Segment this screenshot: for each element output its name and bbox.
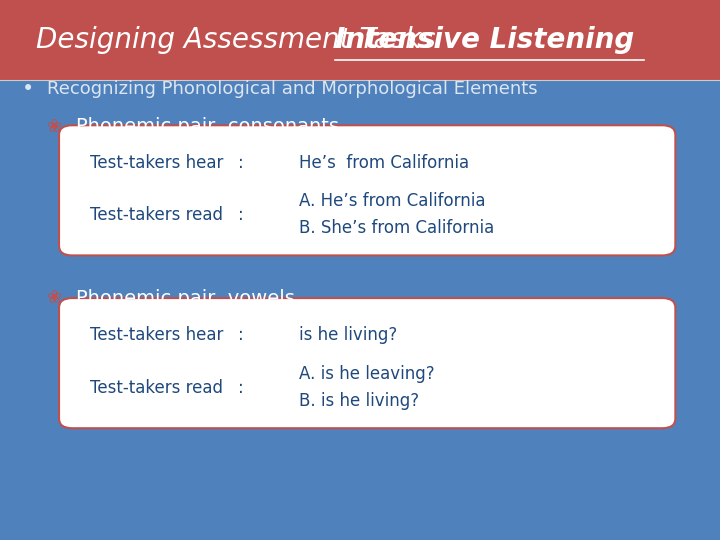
Text: :: : (238, 327, 243, 345)
Text: Phonemic pair, vowels: Phonemic pair, vowels (76, 288, 294, 308)
Text: ❀: ❀ (47, 118, 62, 136)
Text: :: : (238, 379, 243, 396)
Text: •: • (22, 79, 34, 99)
Text: Test-takers hear: Test-takers hear (90, 154, 223, 172)
FancyBboxPatch shape (59, 125, 675, 255)
Text: :: : (238, 206, 243, 224)
Text: :: : (238, 154, 243, 172)
Text: A. is he leaving?: A. is he leaving? (299, 365, 434, 383)
Text: B. is he living?: B. is he living? (299, 392, 419, 410)
Text: Recognizing Phonological and Morphological Elements: Recognizing Phonological and Morphologic… (47, 80, 537, 98)
Text: Test-takers hear: Test-takers hear (90, 327, 223, 345)
Text: Designing Assessment Tasks: Designing Assessment Tasks (36, 26, 454, 54)
Text: Phonemic pair, consonants: Phonemic pair, consonants (76, 117, 338, 137)
Text: B. She’s from California: B. She’s from California (299, 219, 494, 237)
FancyBboxPatch shape (59, 298, 675, 428)
FancyBboxPatch shape (0, 0, 720, 80)
Text: Test-takers read: Test-takers read (90, 206, 223, 224)
Text: He’s  from California: He’s from California (299, 154, 469, 172)
Text: ❀: ❀ (47, 289, 62, 307)
Text: Test-takers read: Test-takers read (90, 379, 223, 396)
Text: is he living?: is he living? (299, 327, 397, 345)
Text: A. He’s from California: A. He’s from California (299, 192, 485, 210)
Text: Intensive Listening: Intensive Listening (335, 26, 634, 54)
